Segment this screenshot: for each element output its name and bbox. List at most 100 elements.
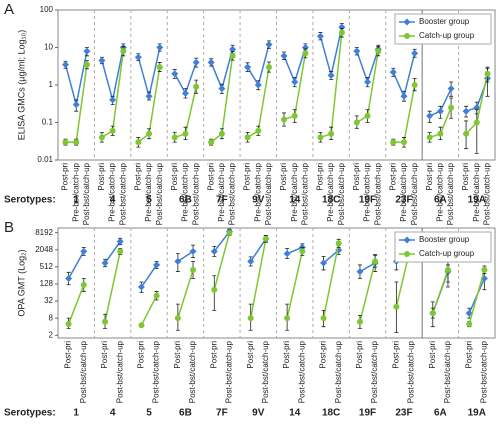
marker	[291, 112, 298, 119]
x-tick-label: Post-bst/catch-up	[155, 162, 164, 225]
marker	[138, 322, 145, 329]
x-tick-label: Pre-bst/catch-up	[399, 162, 408, 221]
x-tick-label: Post-bst/catch-up	[446, 162, 455, 225]
x-tick-label: Post-bst/catch-up	[264, 162, 273, 225]
marker	[299, 248, 306, 255]
series-line	[177, 250, 194, 263]
x-tick-label: Post-bst/catch-up	[191, 162, 200, 225]
x-tick-label: Post-pri	[461, 163, 470, 191]
legend-label: Catch-up group	[419, 249, 475, 258]
marker	[356, 318, 363, 325]
serotype-label: 9V	[252, 408, 265, 419]
marker	[473, 119, 480, 126]
marker	[83, 61, 90, 68]
x-tick-label: Post-bst/catch-up	[334, 340, 343, 403]
marker	[109, 96, 117, 104]
x-tick-label: Post-pri	[133, 163, 142, 191]
x-tick-label: Post-pri	[137, 341, 146, 369]
marker	[255, 127, 262, 134]
marker	[189, 247, 197, 255]
legend-label: Catch-up group	[419, 31, 475, 40]
y-tick-label: 0.1	[42, 118, 54, 127]
marker	[145, 92, 153, 100]
marker	[156, 64, 163, 71]
marker	[218, 130, 225, 137]
x-tick-label: Post-pri	[246, 341, 255, 369]
marker	[320, 315, 327, 322]
marker	[447, 85, 455, 93]
x-tick-label: Pre-bst/catch-up	[144, 162, 153, 221]
group-axis-label: Serotypes:	[4, 195, 56, 206]
marker	[182, 130, 189, 137]
x-tick-label: Post-bst/catch-up	[225, 340, 234, 403]
marker	[117, 248, 124, 255]
x-tick-label: Post-bst/catch-up	[483, 162, 492, 225]
marker	[317, 134, 324, 141]
x-tick-label: Post-bst/catch-up	[152, 340, 161, 403]
series-line	[468, 269, 486, 325]
marker	[73, 139, 80, 146]
y-tick-label: 10	[44, 43, 53, 52]
serotype-label: 18C	[322, 408, 340, 419]
series-line	[213, 232, 231, 290]
series-line	[64, 50, 88, 105]
legend-marker	[403, 18, 411, 26]
serotype-label: 19F	[359, 195, 376, 206]
marker	[302, 50, 309, 57]
y-tick-label: 128	[40, 279, 54, 288]
marker	[226, 229, 233, 236]
series-line	[213, 231, 231, 252]
x-tick-label: Pre-bst/catch-up	[326, 162, 335, 221]
x-tick-label: Post-pri	[279, 163, 288, 191]
marker	[98, 57, 106, 65]
marker	[190, 266, 197, 273]
legend-marker	[403, 236, 411, 244]
marker	[327, 71, 335, 79]
series-line	[249, 238, 267, 319]
serotype-label: 7F	[216, 408, 228, 419]
y-tick-label: 512	[40, 262, 54, 271]
series-line	[140, 264, 158, 288]
marker	[171, 134, 178, 141]
x-tick-label: Pre-bst/catch-up	[290, 162, 299, 221]
x-tick-label: Post-bst/catch-up	[188, 340, 197, 403]
series-line	[286, 251, 304, 319]
marker	[109, 127, 116, 134]
series-line	[286, 246, 303, 255]
serotype-label: 23F	[395, 195, 412, 206]
marker	[437, 130, 444, 137]
x-tick-label: Post-pri	[464, 341, 473, 369]
marker	[389, 68, 397, 76]
serotype-label: 7F	[216, 195, 228, 206]
marker	[284, 315, 291, 322]
serotype-label: 5	[146, 408, 152, 419]
y-axis-label: ELISA GMCs (µg/ml; Log₁₀)	[16, 30, 26, 141]
series-line	[250, 238, 267, 262]
marker	[98, 134, 105, 141]
series-line	[246, 44, 270, 87]
x-tick-label: Post-pri	[428, 341, 437, 369]
y-tick-label: 8192	[35, 228, 53, 237]
marker	[181, 89, 189, 97]
serotype-label: 14	[289, 195, 301, 206]
legend-label: Booster group	[419, 17, 470, 26]
serotype-label: 4	[110, 408, 116, 419]
serotype-label: 1	[73, 195, 79, 206]
marker	[280, 52, 288, 60]
marker	[229, 45, 237, 53]
y-tick-label: 1	[49, 80, 54, 89]
marker	[62, 139, 69, 146]
x-tick-label: Post-bst/catch-up	[82, 162, 91, 225]
error-bar	[212, 275, 217, 311]
marker	[462, 107, 470, 115]
marker	[356, 268, 364, 276]
marker	[465, 309, 473, 317]
legend-label: Booster group	[419, 235, 470, 244]
x-tick-label: Pre-bst/catch-up	[363, 162, 372, 221]
panel-label: B	[4, 219, 14, 236]
marker	[390, 139, 397, 146]
marker	[146, 130, 153, 137]
x-tick-label: Post-pri	[243, 163, 252, 191]
marker	[192, 58, 200, 66]
